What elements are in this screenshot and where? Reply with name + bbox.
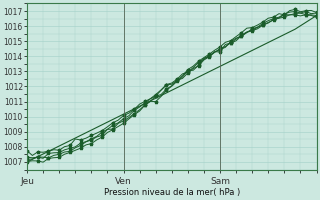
X-axis label: Pression niveau de la mer( hPa ): Pression niveau de la mer( hPa ) [104, 188, 240, 197]
